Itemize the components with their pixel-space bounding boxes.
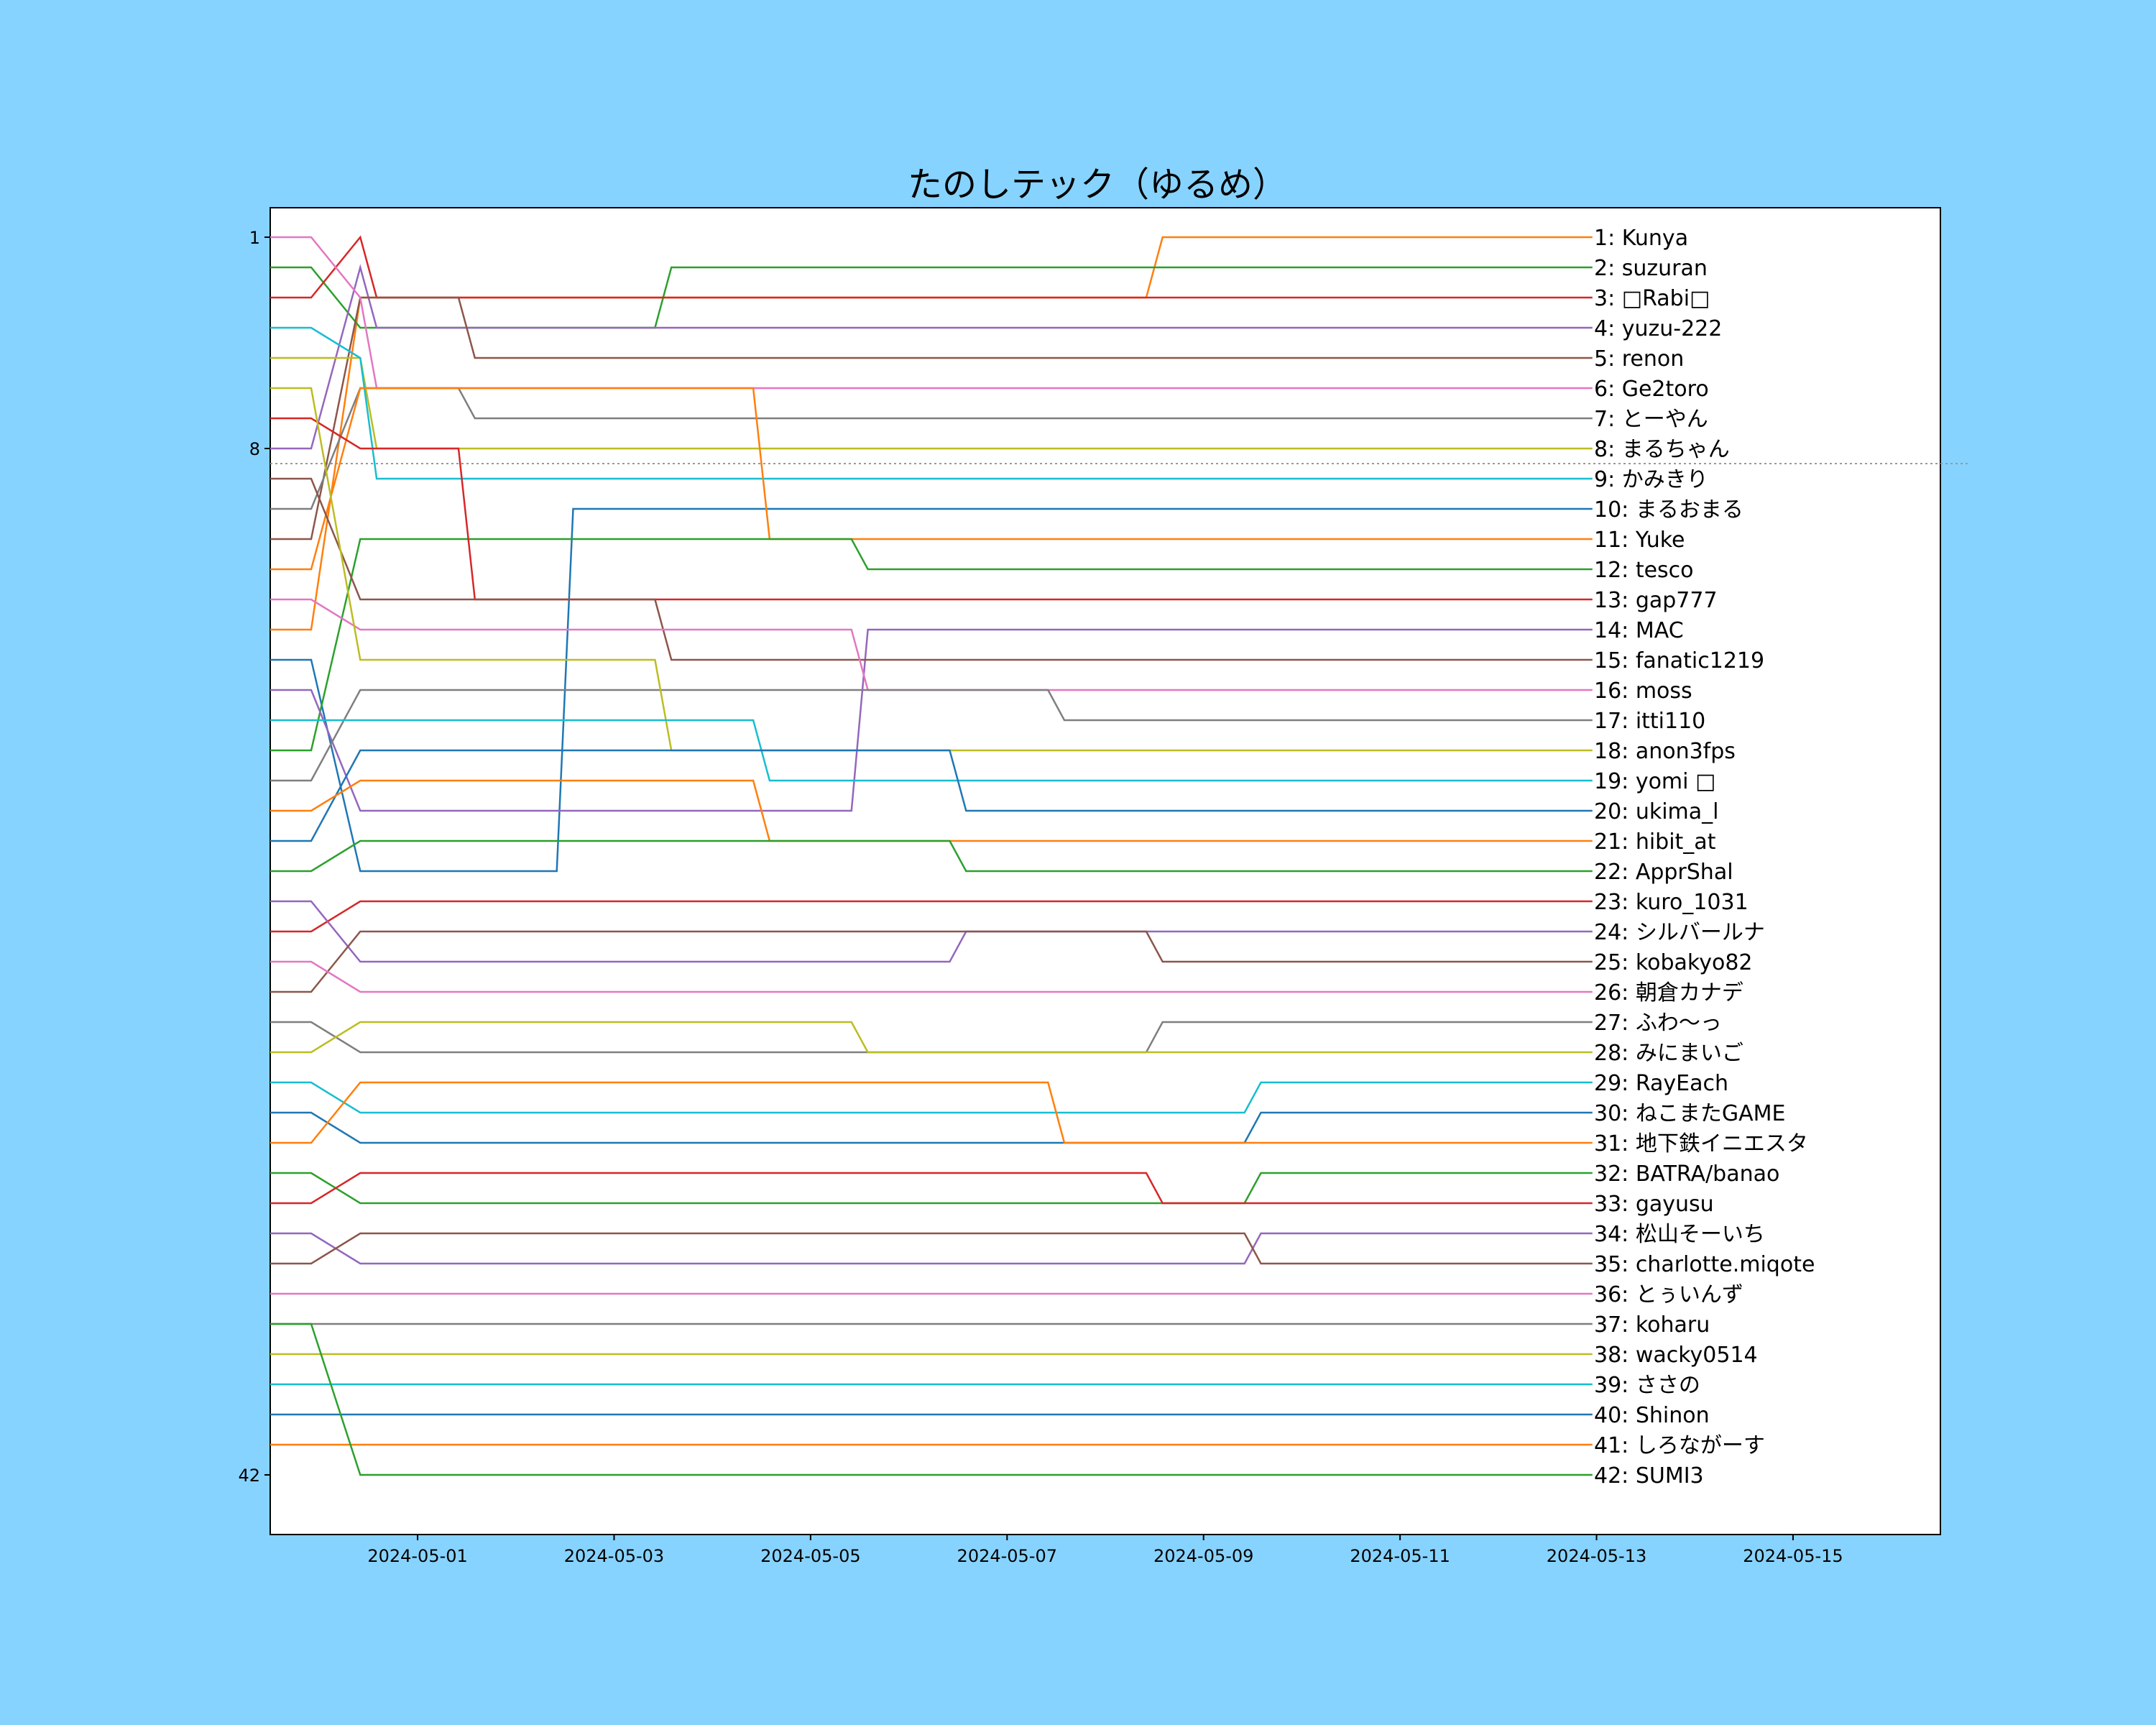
rank-label-9: 9: かみきり xyxy=(1594,467,1708,492)
y-tick-label-0: 1 xyxy=(249,228,260,248)
series-line-22 xyxy=(270,840,1593,873)
rank-label-38: 38: wacky0514 xyxy=(1594,1343,1758,1368)
series-line-14 xyxy=(270,628,1593,812)
rank-label-26: 26: 朝倉カナデ xyxy=(1594,980,1743,1006)
rank-label-19: 19: yomi □ xyxy=(1594,769,1715,794)
rank-label-17: 17: itti110 xyxy=(1594,709,1705,734)
series-line-33 xyxy=(270,1172,1593,1205)
rank-label-20: 20: ukima_l xyxy=(1594,799,1718,824)
series-line-31 xyxy=(270,1081,1593,1144)
rank-label-14: 14: MAC xyxy=(1594,618,1684,643)
series-line-11 xyxy=(270,387,1593,571)
x-tick-label-2: 2024-05-05 xyxy=(760,1546,860,1566)
rank-label-42: 42: SUMI3 xyxy=(1594,1463,1704,1489)
rank-label-29: 29: RayEach xyxy=(1594,1071,1728,1096)
rank-labels: 1: Kunya 2: suzuran 3: □Rabi□ 4: yuzu-222 5:… xyxy=(1594,226,1815,1489)
series-line-23 xyxy=(270,900,1593,933)
rank-label-36: 36: とぅいんず xyxy=(1594,1282,1743,1307)
rank-label-4: 4: yuzu-222 xyxy=(1594,316,1722,341)
series-line-9 xyxy=(270,326,1593,480)
rank-label-15: 15: fanatic1219 xyxy=(1594,648,1764,673)
series-line-26 xyxy=(270,960,1593,993)
series-line-42 xyxy=(270,1322,1593,1476)
rank-label-35: 35: charlotte.miqote xyxy=(1594,1252,1815,1277)
rank-label-33: 33: gayusu xyxy=(1594,1192,1714,1217)
rank-label-27: 27: ふわ～っ xyxy=(1594,1011,1722,1036)
rank-label-32: 32: BATRA/banao xyxy=(1594,1162,1779,1187)
series-line-17 xyxy=(270,689,1593,782)
x-axis-ticks: 2024-05-01 2024-05-03 2024-05-05 2024-05-07… xyxy=(367,1535,1843,1566)
series-line-28 xyxy=(270,1021,1593,1054)
series-line-32 xyxy=(270,1172,1593,1205)
x-tick-label-0: 2024-05-01 xyxy=(367,1546,467,1566)
series-line-12 xyxy=(270,538,1593,752)
rank-label-8: 8: まるちゃん xyxy=(1594,437,1730,462)
rank-label-7: 7: とーやん xyxy=(1594,407,1708,432)
chart-title: たのしテック（ゆるめ） xyxy=(908,165,1287,205)
rank-label-39: 39: ささの xyxy=(1594,1373,1700,1398)
rank-label-31: 31: 地下鉄イニエスタ xyxy=(1594,1131,1808,1156)
series-line-6 xyxy=(270,236,1593,390)
series-line-20 xyxy=(270,749,1593,842)
x-tick-label-3: 2024-05-07 xyxy=(957,1546,1057,1566)
rank-label-22: 22: ApprShal xyxy=(1594,860,1733,885)
series-line-4 xyxy=(270,264,1593,450)
rank-label-5: 5: renon xyxy=(1594,346,1684,372)
rank-label-11: 11: Yuke xyxy=(1594,528,1685,553)
series-line-10 xyxy=(270,507,1593,873)
rank-label-30: 30: ねこまたGAME xyxy=(1594,1101,1785,1126)
x-tick-label-1: 2024-05-03 xyxy=(564,1546,664,1566)
rank-label-24: 24: シルバールナ xyxy=(1594,920,1765,945)
rank-label-2: 2: suzuran xyxy=(1594,256,1708,281)
rank-label-21: 21: hibit_at xyxy=(1594,829,1716,855)
y-tick-label-1: 8 xyxy=(249,439,260,459)
rank-label-23: 23: kuro_1031 xyxy=(1594,890,1749,915)
series-line-3 xyxy=(270,235,1593,299)
rank-label-18: 18: anon3fps xyxy=(1594,739,1736,764)
x-tick-label-7: 2024-05-15 xyxy=(1743,1546,1843,1566)
rank-label-1: 1: Kunya xyxy=(1594,226,1688,251)
series-line-15 xyxy=(270,477,1593,661)
x-tick-label-5: 2024-05-11 xyxy=(1350,1546,1450,1566)
series-line-5 xyxy=(270,296,1593,540)
rank-label-25: 25: kobakyo82 xyxy=(1594,950,1753,975)
series-lines xyxy=(270,235,1593,1476)
rank-label-28: 28: みにまいご xyxy=(1594,1041,1743,1066)
series-line-19 xyxy=(270,719,1593,782)
rank-label-3: 3: □Rabi□ xyxy=(1594,286,1710,311)
x-tick-label-4: 2024-05-09 xyxy=(1153,1546,1253,1566)
rank-label-16: 16: moss xyxy=(1594,678,1692,704)
rank-label-34: 34: 松山そーいち xyxy=(1594,1222,1765,1247)
rank-label-13: 13: gap777 xyxy=(1594,588,1718,613)
x-tick-label-6: 2024-05-13 xyxy=(1547,1546,1646,1566)
series-line-29 xyxy=(270,1081,1593,1114)
rank-label-40: 40: Shinon xyxy=(1594,1403,1710,1428)
series-line-35 xyxy=(270,1232,1593,1265)
rank-label-41: 41: しろながーす xyxy=(1594,1433,1765,1458)
series-line-13 xyxy=(270,417,1593,601)
rank-label-12: 12: tesco xyxy=(1594,558,1694,583)
rank-label-10: 10: まるおまる xyxy=(1594,497,1743,523)
series-line-30 xyxy=(270,1111,1593,1144)
series-line-25 xyxy=(270,930,1593,993)
series-line-27 xyxy=(270,1021,1593,1054)
series-line-34 xyxy=(270,1232,1593,1265)
rank-label-6: 6: Ge2toro xyxy=(1594,377,1709,402)
y-tick-label-2: 42 xyxy=(238,1466,260,1486)
rank-label-37: 37: koharu xyxy=(1594,1312,1710,1338)
